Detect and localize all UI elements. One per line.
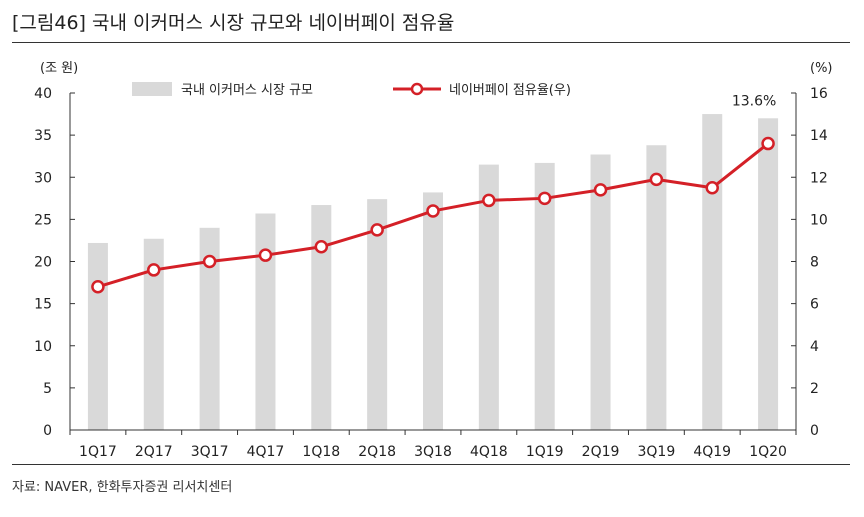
right-tick-label: 16 xyxy=(810,86,828,102)
bar-1Q18 xyxy=(311,205,332,430)
legend: 국내 이커머스 시장 규모 네이버페이 점유율(우) xyxy=(132,82,571,98)
x-tick-label: 1Q19 xyxy=(526,444,564,460)
bar-3Q19 xyxy=(646,145,667,431)
x-tick-label: 1Q20 xyxy=(749,444,787,460)
x-tick-label: 3Q19 xyxy=(638,444,676,460)
bar-series-ecommerce-market xyxy=(87,114,779,431)
right-tick-label: 14 xyxy=(810,128,828,144)
title-divider xyxy=(12,42,850,43)
x-tick-label: 4Q17 xyxy=(247,444,285,460)
point-3Q17 xyxy=(202,254,217,269)
bar-2Q17 xyxy=(143,238,164,430)
legend-swatch-marker xyxy=(410,82,424,96)
right-axis-ticks: 0 2 4 6 8 10 12 14 16 xyxy=(791,86,828,439)
bar-1Q17 xyxy=(87,242,108,430)
right-tick-label: 12 xyxy=(810,170,828,186)
x-tick-label: 2Q18 xyxy=(358,444,396,460)
bar-1Q19 xyxy=(534,162,555,431)
bar-4Q19 xyxy=(702,114,723,430)
point-2Q18 xyxy=(370,223,384,237)
x-tick-label: 4Q19 xyxy=(693,444,731,460)
legend-swatch-bar xyxy=(132,82,172,96)
bar-4Q18 xyxy=(478,164,499,431)
bar-2Q19 xyxy=(590,154,611,430)
bar-4Q17 xyxy=(255,213,276,430)
bar-1Q20 xyxy=(758,118,779,431)
source-divider xyxy=(12,464,850,465)
left-axis-ticks: 0 5 10 15 20 25 30 35 40 xyxy=(34,86,75,439)
left-tick-label: 20 xyxy=(34,255,52,271)
left-tick-label: 25 xyxy=(34,212,52,228)
figure-title: [그림46] 국내 이커머스 시장 규모와 네이버페이 점유율 xyxy=(12,12,455,34)
left-axis-unit-label: (조 원) xyxy=(40,61,78,76)
point-1Q20 xyxy=(761,136,775,151)
left-tick-label: 40 xyxy=(34,86,52,102)
right-tick-label: 10 xyxy=(810,212,828,228)
point-1Q19 xyxy=(537,191,552,206)
point-2Q19 xyxy=(593,183,608,197)
right-tick-label: 0 xyxy=(810,423,819,439)
source-note: 자료: NAVER, 한화투자증권 리서치센터 xyxy=(12,480,233,495)
x-tick-label: 2Q19 xyxy=(582,444,620,460)
legend-label-bar: 국내 이커머스 시장 규모 xyxy=(181,83,313,98)
point-3Q18 xyxy=(426,204,440,218)
point-3Q19 xyxy=(649,172,664,187)
legend-label-line: 네이버페이 점유율(우) xyxy=(449,83,571,98)
point-4Q17 xyxy=(258,248,273,262)
left-tick-label: 35 xyxy=(34,128,52,144)
right-axis-unit-label: (%) xyxy=(810,61,833,76)
left-tick-label: 15 xyxy=(34,297,52,313)
left-tick-label: 30 xyxy=(34,170,52,186)
left-tick-label: 5 xyxy=(43,381,52,397)
x-tick-label: 3Q17 xyxy=(191,444,229,460)
x-tick-label: 4Q18 xyxy=(470,444,508,460)
x-tick-label: 3Q18 xyxy=(414,444,452,460)
left-tick-label: 0 xyxy=(43,423,52,439)
x-axis-ticks: 1Q17 2Q17 3Q17 4Q17 1Q18 2Q18 3Q18 4Q18 1Q19 2Q19… xyxy=(69,430,797,460)
point-4Q19 xyxy=(705,181,719,195)
point-4Q18 xyxy=(482,193,496,208)
right-tick-label: 2 xyxy=(810,381,819,397)
bar-2Q18 xyxy=(367,199,388,430)
point-1Q18 xyxy=(314,240,329,254)
x-tick-label: 1Q17 xyxy=(79,444,117,460)
point-2Q17 xyxy=(147,263,161,277)
right-tick-label: 4 xyxy=(810,339,819,355)
x-tick-label: 2Q17 xyxy=(135,444,173,460)
point-1Q17 xyxy=(91,280,105,294)
bar-3Q17 xyxy=(199,227,220,430)
right-tick-label: 8 xyxy=(810,255,819,271)
x-tick-label: 1Q18 xyxy=(302,444,340,460)
last-value-annotation: 13.6% xyxy=(732,94,776,110)
line-series-naverpay-share xyxy=(91,136,775,294)
right-tick-label: 6 xyxy=(810,297,819,313)
bar-3Q18 xyxy=(423,192,443,430)
left-tick-label: 10 xyxy=(34,339,52,355)
